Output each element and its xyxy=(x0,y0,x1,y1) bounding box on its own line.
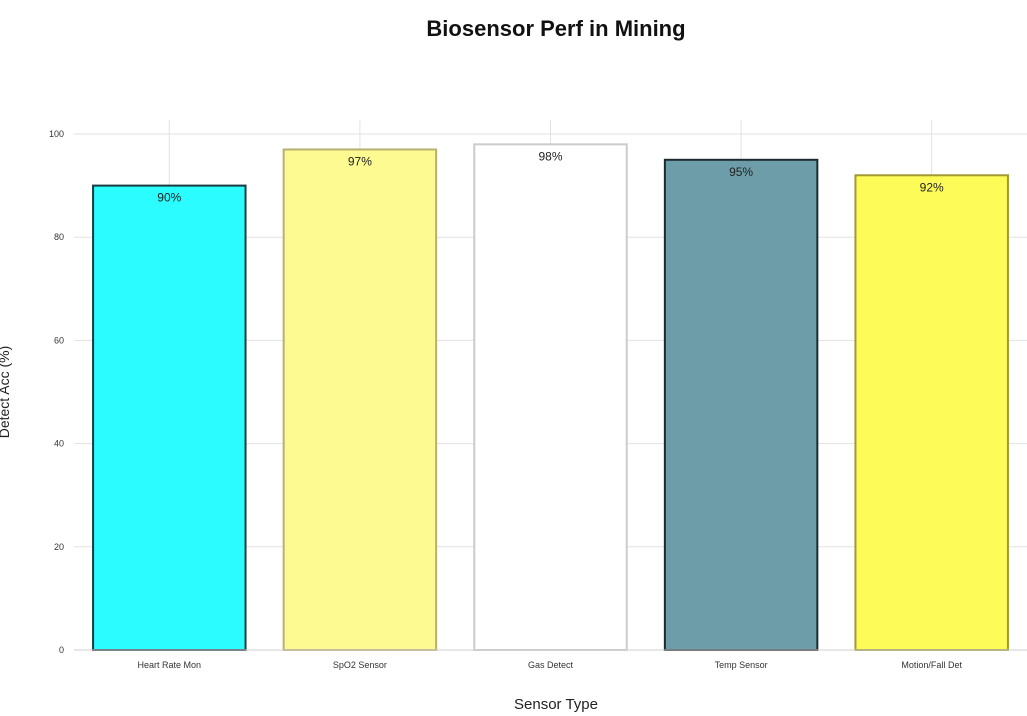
y-tick-label: 60 xyxy=(54,335,64,345)
x-axis-label: Sensor Type xyxy=(514,696,598,713)
x-tick-label: Gas Detect xyxy=(528,660,574,670)
bar-motion-fall-det xyxy=(854,174,1009,651)
bar-spo2-sensor xyxy=(282,148,438,651)
chart-title: Biosensor Perf in Mining xyxy=(426,16,686,41)
x-tick-label: Temp Sensor xyxy=(715,660,768,670)
bar-temp-sensor xyxy=(663,158,819,652)
y-tick-label: 20 xyxy=(54,542,64,552)
bar-gas-detect xyxy=(473,143,628,651)
bar-data-label: 90% xyxy=(157,191,181,205)
bar-data-label: 97% xyxy=(348,154,372,168)
y-tick-label: 80 xyxy=(54,232,64,242)
bar-data-label: 92% xyxy=(920,180,944,194)
x-tick-label: Motion/Fall Det xyxy=(901,660,962,670)
bar-heart-rate-mon xyxy=(92,184,247,651)
y-tick-label: 100 xyxy=(49,129,64,139)
y-tick-label: 40 xyxy=(54,439,64,449)
x-tick-label: SpO2 Sensor xyxy=(333,660,387,670)
y-tick-label: 0 xyxy=(59,645,64,655)
bar-data-label: 98% xyxy=(538,149,562,163)
bar-data-label: 95% xyxy=(729,165,753,179)
x-tick-label: Heart Rate Mon xyxy=(138,660,202,670)
